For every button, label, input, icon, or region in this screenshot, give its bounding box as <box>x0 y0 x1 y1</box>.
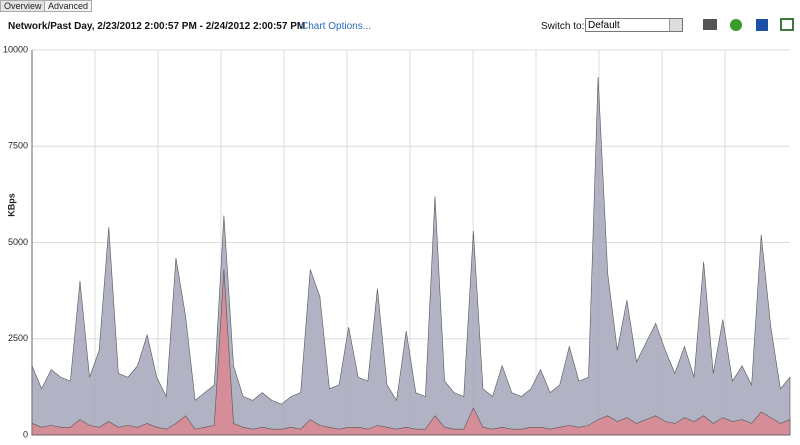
y-axis-label: KBps <box>6 193 16 217</box>
tab-advanced[interactable]: Advanced <box>44 0 93 12</box>
switch-label: Switch to: <box>541 21 585 32</box>
y-tick-label: 5000 <box>8 237 28 247</box>
save-icon[interactable] <box>756 19 768 31</box>
area-series <box>31 269 791 436</box>
y-tick-label: 7500 <box>8 141 28 151</box>
switch-select[interactable]: Default <box>585 18 683 32</box>
y-tick-label: 2500 <box>8 333 28 343</box>
chart-options-link[interactable]: Chart Options... <box>301 21 372 32</box>
popout-icon[interactable] <box>780 18 794 31</box>
refresh-icon[interactable] <box>730 19 742 31</box>
area-series <box>31 76 791 436</box>
chart-header: Network/Past Day, 2/23/2012 2:00:57 PM -… <box>8 21 306 32</box>
y-tick-label: 0 <box>23 429 28 439</box>
y-tick-label: 10000 <box>3 44 28 54</box>
print-icon[interactable] <box>703 19 717 30</box>
